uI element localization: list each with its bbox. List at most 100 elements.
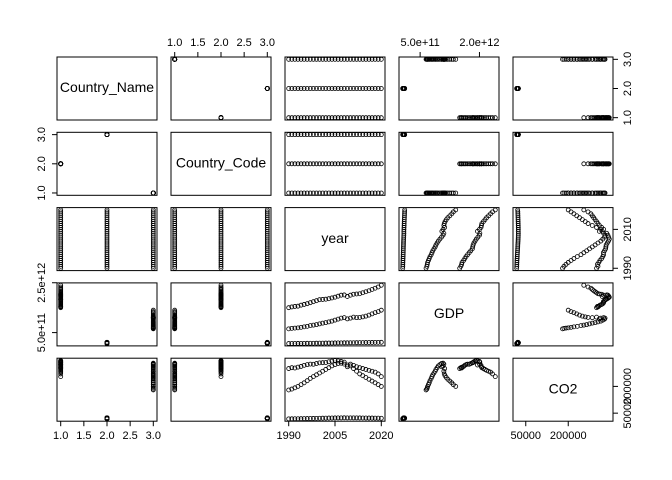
point bbox=[426, 380, 432, 386]
point bbox=[286, 56, 292, 62]
point bbox=[298, 190, 304, 196]
point bbox=[301, 324, 307, 330]
point bbox=[490, 371, 495, 377]
point bbox=[360, 314, 366, 320]
panel-points bbox=[286, 56, 384, 121]
point bbox=[150, 380, 156, 386]
panel-points bbox=[400, 358, 498, 422]
point bbox=[488, 115, 493, 121]
x-tick-label: 1.5 bbox=[76, 430, 91, 442]
point bbox=[335, 132, 341, 138]
point bbox=[344, 161, 350, 167]
point bbox=[372, 285, 378, 291]
point bbox=[348, 292, 353, 298]
point bbox=[563, 56, 569, 62]
point bbox=[584, 248, 590, 254]
point bbox=[378, 374, 384, 379]
point bbox=[568, 56, 574, 62]
panel-frame bbox=[56, 56, 158, 121]
point bbox=[363, 86, 369, 91]
point bbox=[341, 340, 347, 346]
x-tick-label: 1990 bbox=[276, 430, 300, 442]
point bbox=[344, 115, 350, 121]
point bbox=[289, 190, 295, 196]
point bbox=[326, 132, 332, 138]
point bbox=[298, 86, 304, 91]
point bbox=[591, 288, 597, 294]
point bbox=[332, 56, 338, 62]
point bbox=[453, 207, 459, 213]
point bbox=[172, 368, 178, 374]
point bbox=[595, 56, 601, 62]
point bbox=[453, 383, 459, 389]
panel-points bbox=[286, 358, 384, 422]
point bbox=[289, 416, 295, 422]
point bbox=[286, 366, 292, 371]
point bbox=[357, 365, 363, 371]
point bbox=[357, 415, 363, 421]
point bbox=[366, 115, 372, 121]
point bbox=[360, 132, 366, 138]
point bbox=[317, 190, 322, 196]
point bbox=[292, 132, 298, 138]
point bbox=[150, 366, 156, 371]
point bbox=[150, 375, 156, 380]
point bbox=[372, 190, 378, 196]
point bbox=[310, 115, 316, 121]
point bbox=[378, 307, 384, 313]
point bbox=[589, 190, 595, 196]
point bbox=[459, 261, 465, 267]
point bbox=[298, 341, 304, 346]
point bbox=[298, 364, 304, 369]
panel-frame bbox=[512, 357, 614, 422]
point bbox=[488, 161, 493, 167]
point bbox=[344, 132, 350, 138]
point bbox=[286, 387, 292, 393]
point bbox=[323, 296, 329, 302]
point bbox=[579, 56, 585, 62]
point bbox=[264, 86, 270, 91]
point bbox=[289, 56, 295, 62]
point bbox=[344, 86, 350, 91]
point bbox=[301, 380, 307, 386]
point bbox=[348, 415, 353, 421]
point bbox=[335, 361, 341, 366]
point bbox=[589, 244, 595, 250]
point bbox=[286, 190, 292, 196]
point bbox=[357, 340, 363, 346]
point bbox=[307, 132, 313, 138]
point bbox=[357, 115, 363, 121]
point bbox=[354, 315, 360, 321]
point bbox=[591, 161, 597, 167]
point bbox=[592, 320, 598, 326]
point bbox=[310, 86, 316, 91]
point bbox=[307, 361, 313, 367]
point bbox=[585, 161, 591, 167]
point bbox=[375, 132, 381, 138]
point bbox=[450, 190, 456, 196]
point bbox=[354, 132, 360, 138]
point bbox=[589, 287, 595, 292]
point bbox=[58, 371, 64, 377]
y-tick-label: 200000 bbox=[622, 368, 634, 405]
point bbox=[286, 326, 292, 332]
point bbox=[289, 365, 295, 371]
point bbox=[218, 282, 224, 288]
point bbox=[490, 115, 495, 121]
point bbox=[338, 115, 344, 121]
point bbox=[304, 416, 310, 421]
point bbox=[314, 322, 319, 328]
point bbox=[320, 415, 326, 421]
point bbox=[574, 311, 580, 317]
point bbox=[338, 359, 344, 364]
point bbox=[332, 317, 338, 323]
point bbox=[104, 339, 110, 345]
point bbox=[298, 324, 304, 330]
point bbox=[314, 115, 319, 121]
point bbox=[310, 340, 316, 346]
point bbox=[595, 240, 601, 246]
point bbox=[357, 56, 363, 62]
panel-points bbox=[514, 282, 612, 346]
panel-points bbox=[58, 358, 156, 422]
